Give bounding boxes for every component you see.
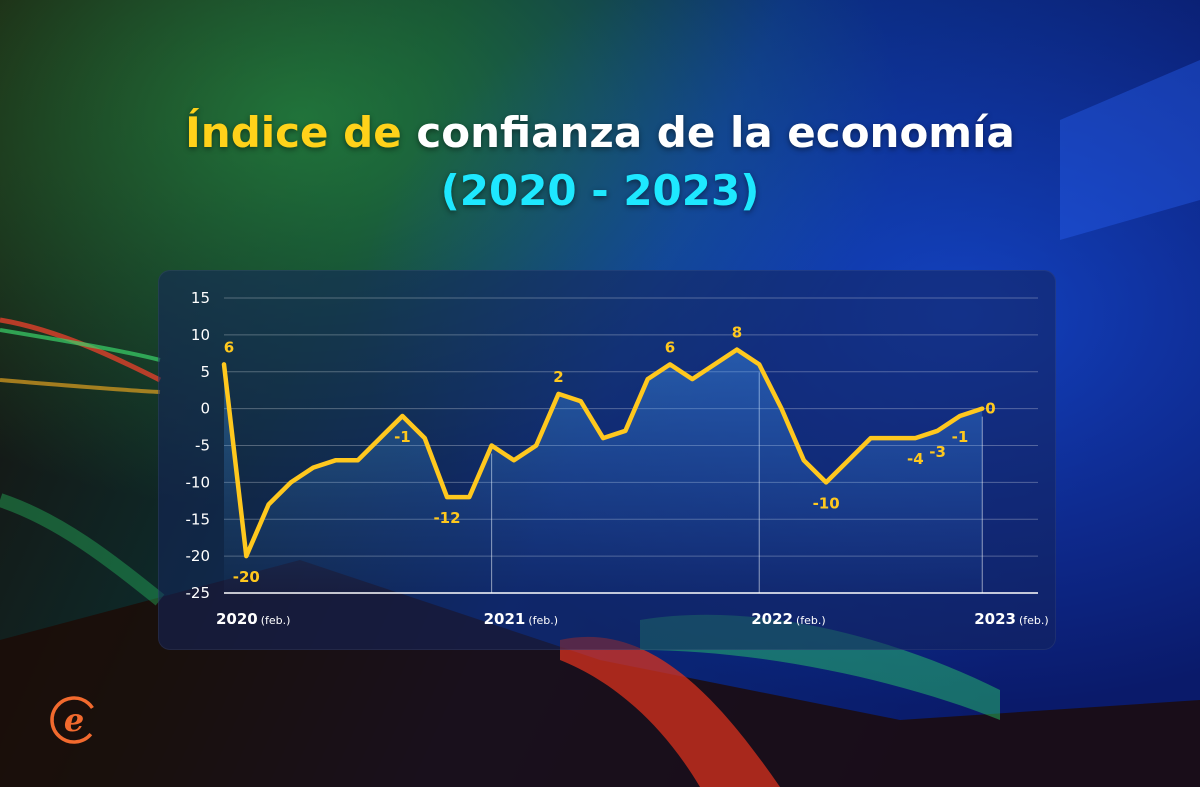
data-label: -1 xyxy=(394,428,411,446)
y-tick-label: -20 xyxy=(186,547,211,565)
y-tick-label: 5 xyxy=(200,363,210,381)
x-tick-label: 2023 (feb.) xyxy=(974,610,1048,628)
data-label: 6 xyxy=(224,338,234,356)
data-label: -1 xyxy=(952,428,969,446)
x-tick-label: 2022 (feb.) xyxy=(751,610,825,628)
data-label: -4 xyxy=(907,450,924,468)
data-label: -10 xyxy=(813,494,840,512)
title-highlight: Índice de xyxy=(185,108,402,157)
y-tick-label: 10 xyxy=(191,326,210,344)
series-area xyxy=(224,349,983,593)
data-label: -3 xyxy=(929,443,946,461)
svg-text:e: e xyxy=(64,701,84,739)
chart-subtitle: (2020 - 2023) xyxy=(440,166,760,215)
data-label: 2 xyxy=(553,368,563,386)
y-axis: 15 10 5 0 -5 -10 -15 -20 -25 xyxy=(186,289,211,602)
title-main: confianza de la economía xyxy=(416,108,1015,157)
e-letter-logo-icon: e xyxy=(50,696,98,744)
x-axis: 2020 (feb.) 2021 (feb.) 2022 (feb.) 2023 (feb.) xyxy=(216,610,1049,628)
x-tick-label: 2020 (feb.) xyxy=(216,610,290,628)
data-label: 8 xyxy=(732,324,742,342)
series-line xyxy=(221,347,985,559)
y-tick-label: -5 xyxy=(195,437,210,455)
y-tick-label: 15 xyxy=(191,289,210,307)
y-tick-label: -15 xyxy=(186,510,211,528)
y-tick-label: 0 xyxy=(200,400,210,418)
x-tick-label: 2021 (feb.) xyxy=(484,610,558,628)
data-label: -20 xyxy=(233,568,260,586)
data-label: 6 xyxy=(665,338,675,356)
chart-title: Índice de confianza de la economía xyxy=(0,108,1200,157)
y-tick-label: -10 xyxy=(186,473,211,491)
data-label: -12 xyxy=(433,509,460,527)
y-tick-label: -25 xyxy=(186,584,211,602)
data-label: 0 xyxy=(985,400,995,418)
